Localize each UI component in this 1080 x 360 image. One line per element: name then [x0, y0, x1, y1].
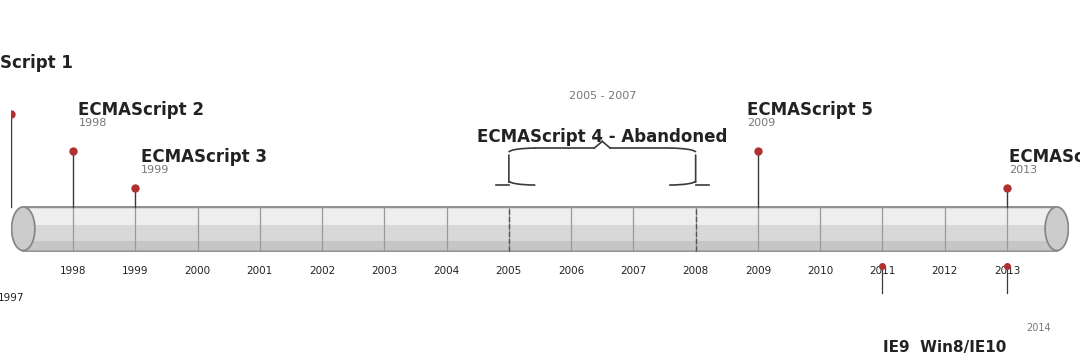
- Text: IE9  Win8/IE10: IE9 Win8/IE10: [883, 339, 1007, 355]
- Text: 2009: 2009: [745, 266, 771, 276]
- Text: ECMAScript 1: ECMAScript 1: [0, 54, 73, 72]
- Text: ECMAScript 3: ECMAScript 3: [140, 148, 267, 166]
- Text: ECMAScript 4 - Abandoned: ECMAScript 4 - Abandoned: [477, 128, 728, 146]
- Text: 2013: 2013: [994, 266, 1021, 276]
- Text: 2012: 2012: [931, 266, 958, 276]
- Text: 2007: 2007: [620, 266, 647, 276]
- Text: 2013: 2013: [1009, 165, 1037, 175]
- Text: 2000: 2000: [185, 266, 211, 276]
- Text: ECMAScript 6?: ECMAScript 6?: [1009, 148, 1080, 166]
- Text: 2003: 2003: [372, 266, 397, 276]
- Text: 1997: 1997: [0, 293, 24, 302]
- Text: 2014: 2014: [1026, 323, 1051, 333]
- Text: ECMAScript 5: ECMAScript 5: [747, 101, 874, 119]
- Text: 2009: 2009: [747, 118, 775, 128]
- Text: 2001: 2001: [246, 266, 273, 276]
- Text: 1999: 1999: [140, 165, 168, 175]
- Text: 2004: 2004: [433, 266, 460, 276]
- Text: 1998: 1998: [79, 118, 107, 128]
- FancyBboxPatch shape: [24, 207, 1056, 251]
- Text: 2011: 2011: [869, 266, 895, 276]
- Text: 2008: 2008: [683, 266, 708, 276]
- Text: 2006: 2006: [558, 266, 584, 276]
- Ellipse shape: [1045, 207, 1068, 251]
- Text: 2010: 2010: [807, 266, 834, 276]
- Text: 2005: 2005: [496, 266, 522, 276]
- Text: 2002: 2002: [309, 266, 335, 276]
- Ellipse shape: [12, 207, 35, 251]
- FancyBboxPatch shape: [24, 209, 1056, 225]
- FancyBboxPatch shape: [24, 241, 1056, 251]
- Text: 1998: 1998: [59, 266, 86, 276]
- Text: ECMAScript 2: ECMAScript 2: [79, 101, 204, 119]
- Text: 1999: 1999: [122, 266, 149, 276]
- Text: 2005 - 2007: 2005 - 2007: [568, 91, 636, 101]
